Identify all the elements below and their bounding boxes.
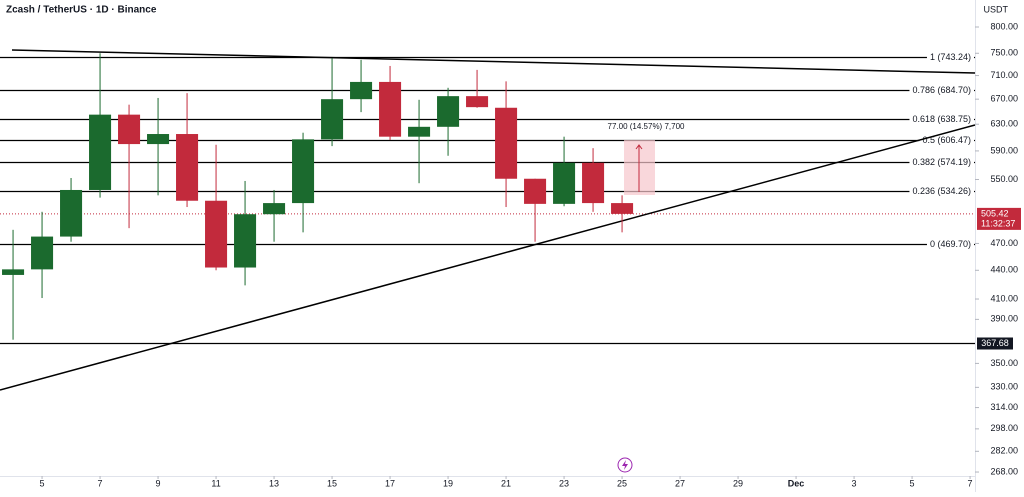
countdown: 11:32:37 xyxy=(981,218,1015,228)
x-tick-label: 29 xyxy=(733,478,743,488)
candle-body xyxy=(582,162,605,204)
y-tick-label: 330.00 xyxy=(990,382,1018,392)
y-tick-label: 670.00 xyxy=(990,94,1018,104)
y-tick-label: 410.00 xyxy=(990,293,1018,303)
y-tick-label: 630.00 xyxy=(990,119,1018,129)
y-tick-label: 470.00 xyxy=(990,238,1018,248)
candle-body xyxy=(379,81,402,137)
candle-body xyxy=(524,178,547,204)
candle-body xyxy=(437,96,460,127)
candle-body xyxy=(147,134,170,145)
fib-label: 0.786 (684.70) xyxy=(912,85,971,95)
x-tick-label: 23 xyxy=(559,478,569,488)
candle-body xyxy=(321,99,344,140)
candle-body xyxy=(234,214,257,268)
x-tick-label: 19 xyxy=(443,478,453,488)
x-tick-label: 3 xyxy=(852,478,857,488)
candle-body xyxy=(466,96,489,108)
candle-body xyxy=(2,269,25,275)
trend-line xyxy=(0,124,976,391)
candle-body xyxy=(118,114,141,145)
x-tick-label: 17 xyxy=(385,478,395,488)
x-tick-label: 15 xyxy=(327,478,337,488)
axes: 800.00750.00710.00670.00630.00590.00550.… xyxy=(40,21,1021,488)
y-tick-label: 550.00 xyxy=(990,174,1018,184)
fib-label-bg xyxy=(909,156,974,167)
y-tick-label: 298.00 xyxy=(990,423,1018,433)
x-tick-label: 11 xyxy=(211,478,220,488)
y-tick-label: 750.00 xyxy=(990,48,1018,58)
candles xyxy=(2,53,634,340)
currency: USDT xyxy=(984,4,1009,14)
fib-label-bg xyxy=(926,238,974,249)
event-icon xyxy=(622,460,628,470)
last-price: 505.42 xyxy=(981,208,1009,218)
event-icon[interactable] xyxy=(617,457,633,473)
candle-body xyxy=(495,107,518,179)
x-tick-label: 9 xyxy=(156,478,161,488)
y-tick-label: 390.00 xyxy=(990,314,1018,324)
fib-label-bg xyxy=(919,134,974,145)
measure-arrow xyxy=(635,144,643,150)
candle-body xyxy=(263,203,286,215)
candle-body xyxy=(89,114,112,190)
fib-label-bg xyxy=(926,51,974,62)
y-tick-label: 268.00 xyxy=(990,466,1018,476)
fib-label-bg xyxy=(909,113,974,124)
levels: 1 (743.24) 0.786 (684.70) 0.618 (638.75) 0.… xyxy=(0,51,975,345)
x-tick-label: 7 xyxy=(968,478,973,488)
fib-label: 0.5 (606.47) xyxy=(922,135,971,145)
fib-label: 0 (469.70) xyxy=(930,239,971,249)
candle-body xyxy=(31,236,54,270)
candle-body xyxy=(205,200,228,268)
x-tick-label: 27 xyxy=(675,478,685,488)
x-tick-label: 7 xyxy=(98,478,103,488)
fib-label: 0.236 (534.26) xyxy=(912,186,971,196)
y-tick-label: 800.00 xyxy=(990,21,1018,31)
fib-label: 1 (743.24) xyxy=(930,52,971,62)
fib-label: 0.382 (574.19) xyxy=(912,157,971,167)
candle-body xyxy=(60,189,83,237)
trend-line xyxy=(11,49,976,74)
y-tick-label: 282.00 xyxy=(990,446,1018,456)
x-tick-label: 5 xyxy=(910,478,915,488)
y-tick-label: 710.00 xyxy=(990,70,1018,80)
candle-body xyxy=(611,203,634,214)
chart-title: Zcash / TetherUS · 1D · Binance xyxy=(6,5,157,16)
candle-body xyxy=(350,81,373,100)
measure-label: 77.00 (14.57%) 7,700 xyxy=(608,122,685,131)
y-tick-label: 314.00 xyxy=(990,402,1018,412)
fib-label-bg xyxy=(909,84,974,95)
x-tick-label: Dec xyxy=(788,478,805,488)
fib-label: 0.618 (638.75) xyxy=(912,114,971,124)
x-tick-label: 5 xyxy=(40,478,45,488)
x-tick-label: 25 xyxy=(617,478,627,488)
y-tick-label: 350.00 xyxy=(990,358,1018,368)
last-price-badge xyxy=(977,207,1021,230)
support-badge xyxy=(977,337,1013,350)
candle-body xyxy=(408,126,431,137)
candle-body xyxy=(292,139,315,204)
x-tick-label: 13 xyxy=(269,478,279,488)
fib-label-bg xyxy=(909,185,974,196)
candle-body xyxy=(176,134,199,201)
y-tick-label: 440.00 xyxy=(990,265,1018,275)
y-tick-label: 590.00 xyxy=(990,145,1018,155)
x-tick-label: 21 xyxy=(501,478,511,488)
candle-body xyxy=(553,162,576,204)
support-label: 367.68 xyxy=(981,338,1009,348)
